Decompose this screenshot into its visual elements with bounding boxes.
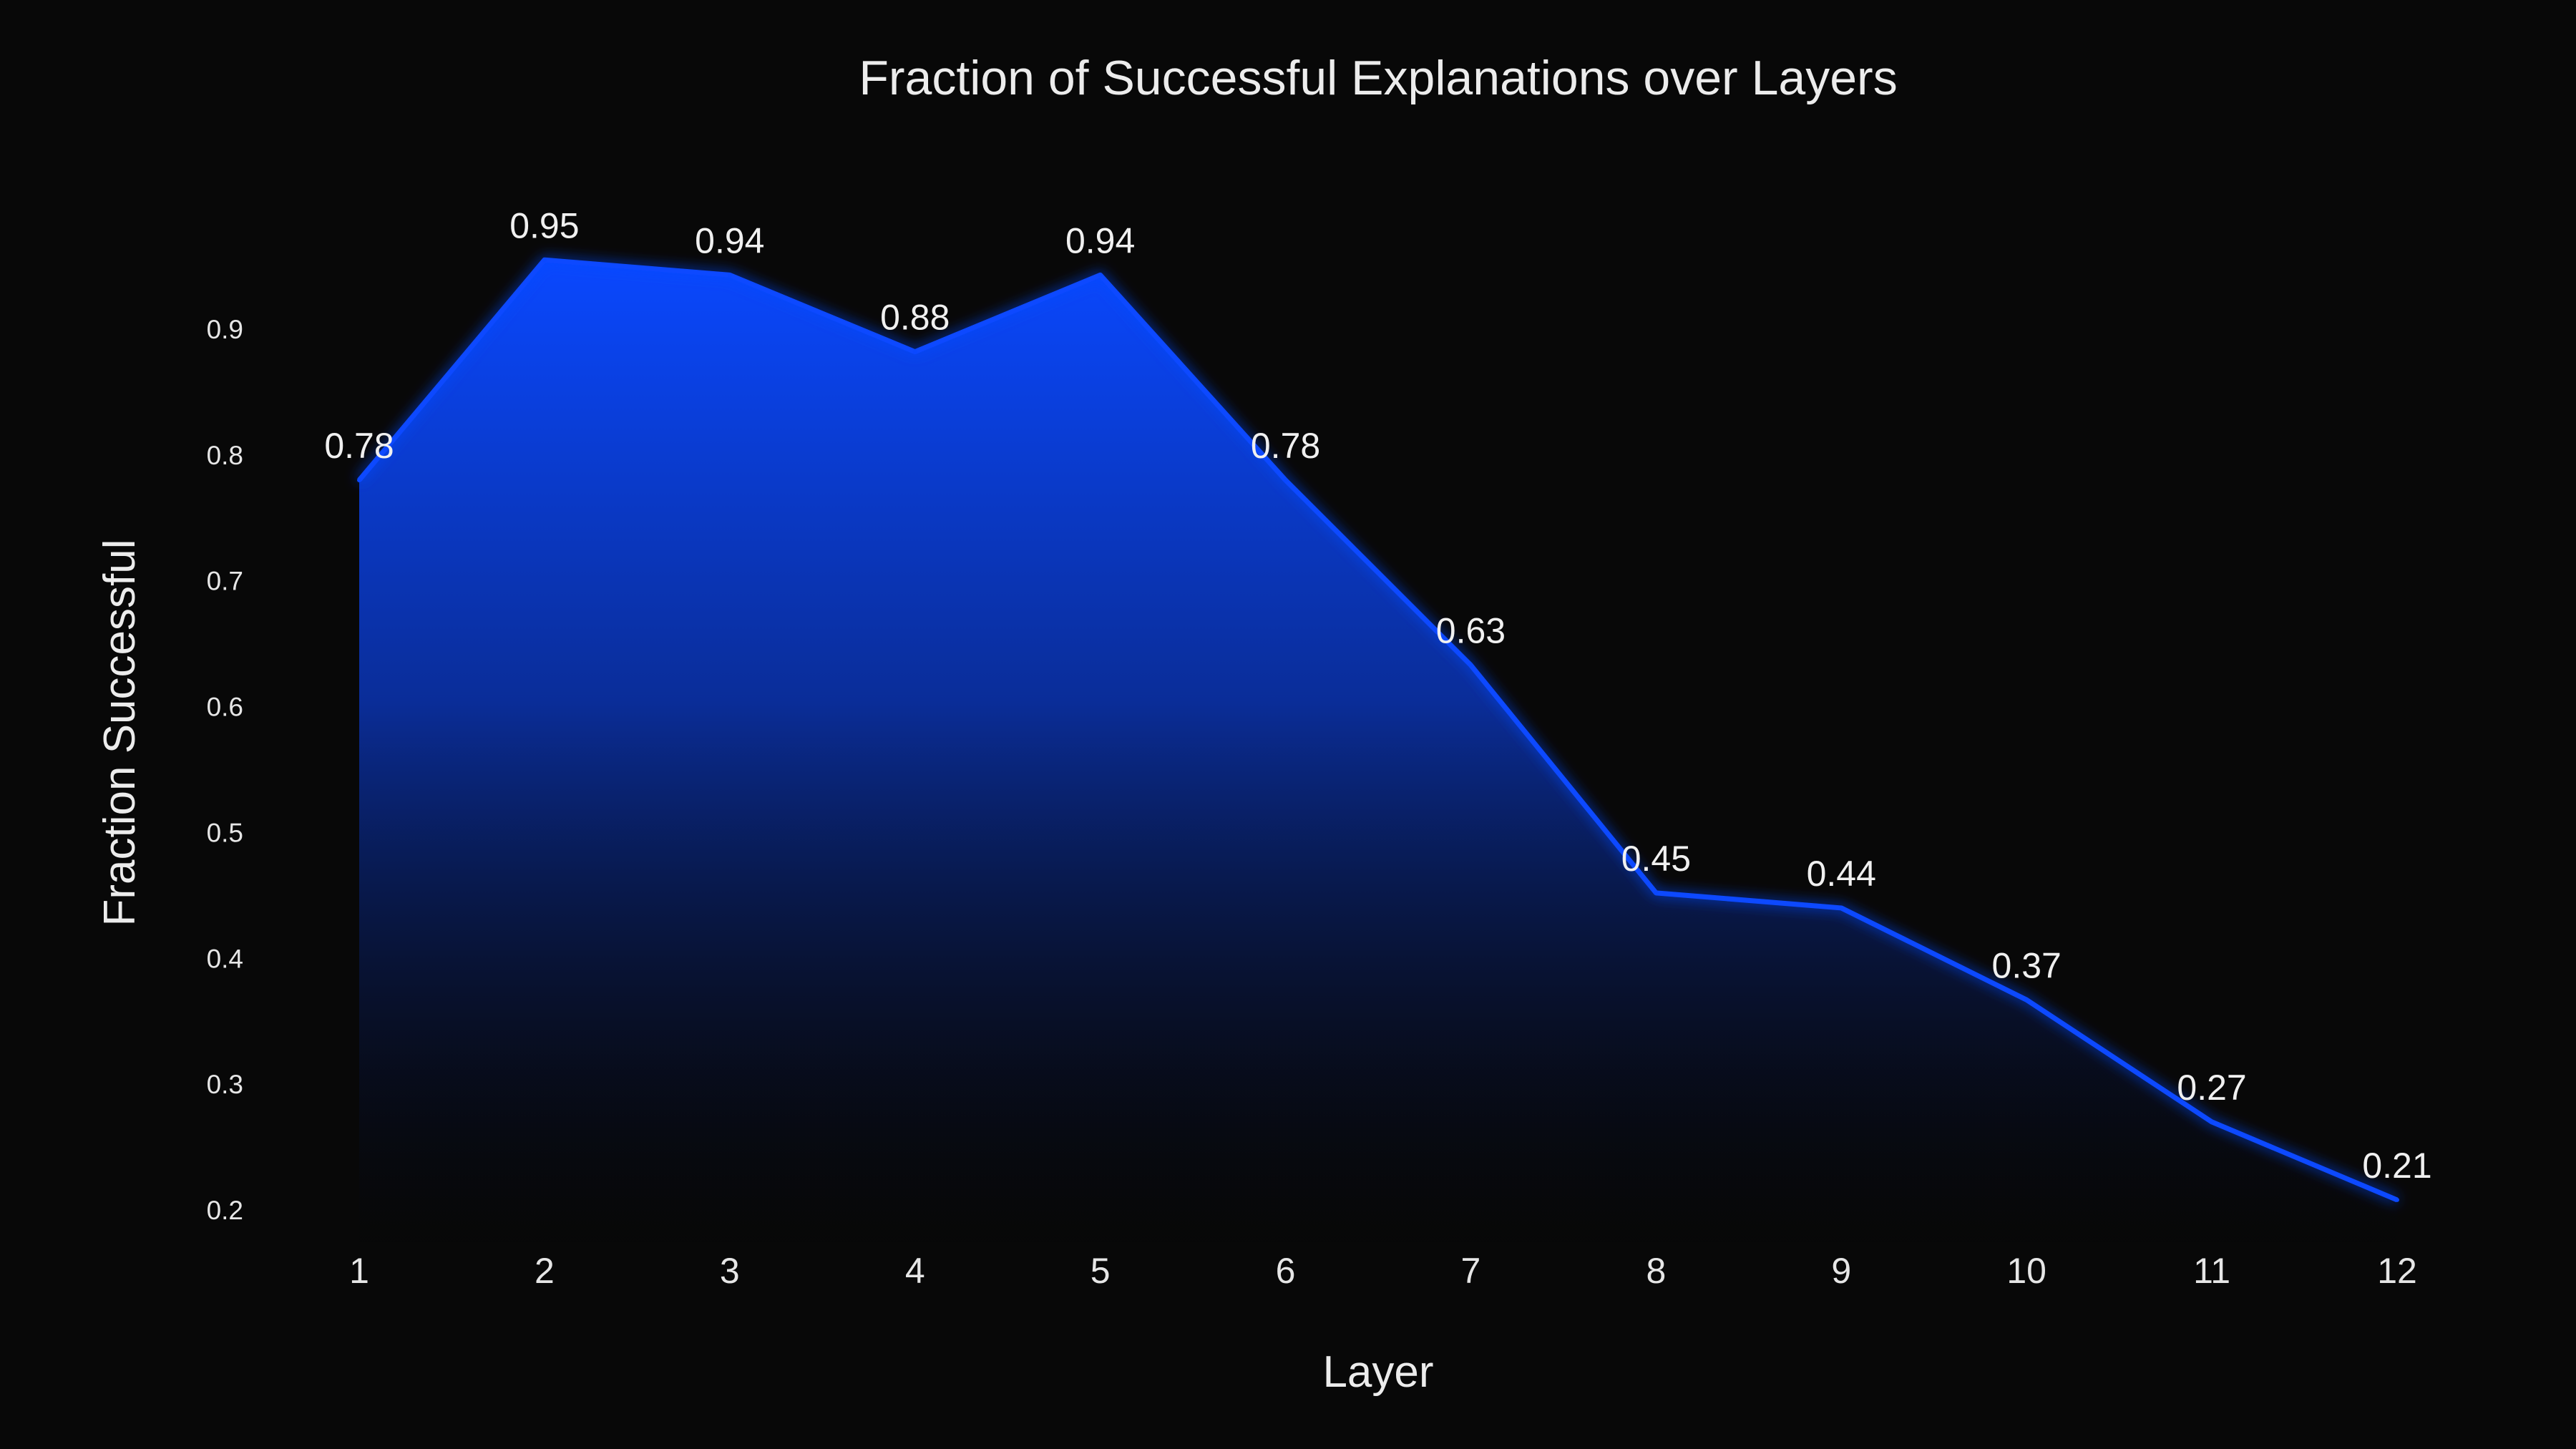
y-tick-label: 0.4 bbox=[207, 944, 243, 973]
area-fill bbox=[359, 260, 2397, 1242]
data-point bbox=[727, 273, 732, 278]
x-tick-label: 10 bbox=[2006, 1251, 2046, 1291]
x-tick-label: 3 bbox=[720, 1251, 740, 1291]
data-point bbox=[1098, 273, 1103, 278]
data-label: 0.78 bbox=[1251, 426, 1320, 466]
data-label: 0.94 bbox=[1065, 220, 1135, 260]
data-point bbox=[1468, 663, 1473, 668]
x-axis-label: Layer bbox=[1322, 1347, 1433, 1397]
data-label: 0.45 bbox=[1621, 839, 1691, 879]
data-point bbox=[1654, 890, 1659, 895]
line-layer bbox=[357, 257, 2399, 1203]
x-tick-label: 12 bbox=[2377, 1251, 2417, 1291]
data-label: 0.95 bbox=[509, 205, 579, 245]
data-label: 0.78 bbox=[324, 426, 394, 466]
data-label: 0.63 bbox=[1436, 611, 1506, 651]
data-point bbox=[1839, 905, 1844, 910]
data-point bbox=[2395, 1197, 2399, 1202]
x-tick-label: 1 bbox=[349, 1251, 369, 1291]
y-tick-label: 0.6 bbox=[207, 693, 243, 722]
x-tick-label: 2 bbox=[535, 1251, 555, 1291]
data-label: 0.88 bbox=[880, 298, 950, 338]
data-label: 0.37 bbox=[1992, 945, 2062, 985]
data-point bbox=[912, 349, 917, 354]
area-layer bbox=[359, 260, 2397, 1242]
y-tick-label: 0.8 bbox=[207, 441, 243, 470]
y-tick-label: 0.9 bbox=[207, 315, 243, 344]
data-point bbox=[542, 258, 547, 263]
x-tick-label: 8 bbox=[1646, 1251, 1666, 1291]
y-tick-label: 0.2 bbox=[207, 1196, 243, 1225]
x-tick-label: 11 bbox=[2193, 1251, 2230, 1291]
y-tick-label: 0.3 bbox=[207, 1070, 243, 1099]
x-tick-label: 5 bbox=[1091, 1251, 1111, 1291]
x-axis-ticks: 1 2 3 4 5 6 7 8 9 10 11 12 bbox=[349, 1251, 2417, 1291]
y-tick-label: 0.5 bbox=[207, 818, 243, 847]
x-tick-label: 4 bbox=[905, 1251, 925, 1291]
data-label: 0.21 bbox=[2362, 1146, 2431, 1186]
series-line bbox=[357, 257, 2399, 1203]
y-axis-label: Fraction Successful bbox=[95, 540, 145, 927]
data-label: 0.44 bbox=[1807, 854, 1876, 894]
data-label: 0.27 bbox=[2177, 1068, 2246, 1108]
data-labels: 0.78 0.95 0.94 0.88 0.94 0.78 0.63 0.45 0.44 0.37… bbox=[324, 205, 2431, 1186]
data-point bbox=[2210, 1119, 2215, 1124]
y-tick-label: 0.7 bbox=[207, 567, 243, 596]
data-point bbox=[1283, 478, 1288, 483]
x-tick-label: 7 bbox=[1461, 1251, 1481, 1291]
data-point bbox=[357, 478, 361, 483]
chart-title: Fraction of Successful Explanations over… bbox=[859, 51, 1897, 105]
y-axis-ticks: 0.2 0.3 0.4 0.5 0.6 0.7 0.8 0.9 bbox=[207, 315, 243, 1225]
x-tick-label: 6 bbox=[1276, 1251, 1296, 1291]
data-point bbox=[2024, 997, 2029, 1002]
x-tick-label: 9 bbox=[1831, 1251, 1851, 1291]
data-label: 0.94 bbox=[695, 220, 764, 260]
